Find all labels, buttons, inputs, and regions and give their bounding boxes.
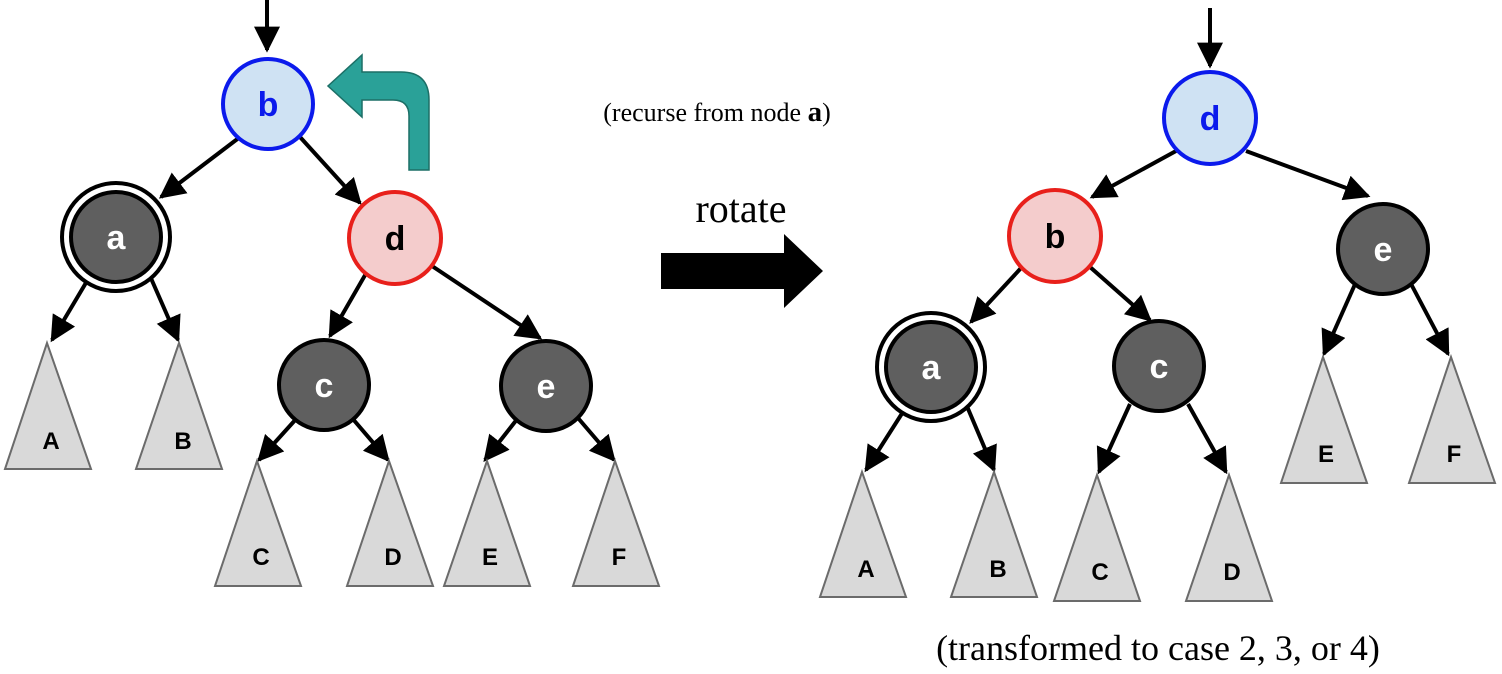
left-node-d: d (347, 190, 443, 286)
right-leaf-F: F (1407, 353, 1497, 484)
left-node-e: e (499, 339, 593, 433)
left-leaf-B-label: B (174, 428, 191, 455)
left-leaf-E: E (442, 457, 532, 587)
left-node-e-label: e (537, 368, 556, 406)
rotate-arrow (661, 234, 823, 308)
right-node-c: c (1112, 319, 1206, 413)
left-node-a-label: a (107, 219, 127, 257)
right-edge-a-B (964, 403, 997, 473)
right-leaf-D: D (1184, 471, 1274, 602)
left-leaf-B: B (134, 339, 224, 470)
left-edge-b-a (158, 135, 242, 199)
right-edge-e-E (1321, 281, 1358, 357)
recurse-note-node: a (808, 96, 823, 128)
left-leaf-C: C (213, 457, 303, 587)
left-leaf-F-label: F (612, 544, 627, 571)
right-node-c-label: c (1150, 348, 1169, 386)
left-leaf-E-label: E (482, 544, 498, 571)
left-leaf-D-label: D (384, 544, 401, 571)
right-leaf-B-label: B (989, 556, 1006, 583)
right-node-d: d (1162, 70, 1258, 166)
rotate-label: rotate (695, 186, 786, 231)
left-node-b: b (221, 57, 315, 151)
middle-annotations: (recurse from node a) rotate (603, 96, 831, 308)
left-edges (50, 135, 616, 463)
recurse-note-prefix: (recurse from node (603, 98, 807, 127)
right-node-a: a (875, 311, 987, 423)
right-node-b: b (1007, 188, 1103, 284)
right-edge-c-C (1096, 403, 1132, 475)
left-edge-d-c (328, 269, 370, 339)
recurse-up-arrow (326, 53, 430, 171)
right-leaf-D-label: D (1223, 559, 1240, 586)
left-node-c: c (277, 338, 371, 432)
left-edge-a-B (148, 275, 181, 343)
right-edges (864, 149, 1450, 475)
right-tree: A B C D E F d b (818, 8, 1497, 602)
left-edge-c-D (350, 416, 390, 462)
right-edge-b-a (969, 265, 1024, 324)
recurse-note: (recurse from node a) (603, 96, 830, 128)
right-leaf-C: C (1052, 471, 1142, 602)
left-leaf-D: D (345, 457, 435, 587)
right-node-b-label: b (1045, 218, 1066, 256)
left-edge-b-d (298, 135, 362, 205)
right-edge-d-e (1245, 149, 1371, 201)
right-leaf-E-label: E (1318, 441, 1334, 468)
right-edge-b-c (1088, 265, 1152, 322)
right-leaf-B: B (949, 468, 1039, 598)
recurse-note-suffix: ) (822, 98, 831, 127)
right-node-e: e (1336, 202, 1430, 296)
left-leaf-A: A (3, 339, 93, 470)
right-leaf-A-label: A (857, 556, 874, 583)
left-leaf-C-label: C (252, 544, 269, 571)
right-edge-e-F (1408, 281, 1450, 357)
right-leaf-F-label: F (1447, 441, 1462, 468)
left-leaf-F: F (571, 457, 661, 587)
transformed-caption: (transformed to case 2, 3, or 4) (936, 628, 1380, 668)
right-leaf-C-label: C (1091, 559, 1108, 586)
right-leaf-A: A (818, 468, 908, 598)
left-edge-e-E (483, 416, 520, 463)
right-node-d-label: d (1200, 100, 1221, 138)
right-leaf-E: E (1279, 353, 1369, 484)
left-node-d-label: d (385, 220, 406, 258)
left-edge-a-A (50, 274, 92, 343)
left-node-a: a (60, 181, 172, 293)
left-leaf-A-label: A (42, 428, 59, 455)
left-edge-c-C (257, 416, 299, 462)
right-node-a-label: a (922, 349, 942, 387)
left-node-b-label: b (258, 86, 279, 124)
right-node-e-label: e (1374, 231, 1393, 269)
right-edge-a-A (864, 402, 910, 473)
left-tree: A B C D E F b a (3, 0, 661, 587)
left-node-c-label: c (315, 367, 334, 405)
left-edge-d-e (430, 264, 543, 340)
left-edge-e-F (576, 416, 616, 462)
right-edge-c-D (1186, 403, 1228, 475)
right-edge-d-b (1089, 149, 1177, 199)
